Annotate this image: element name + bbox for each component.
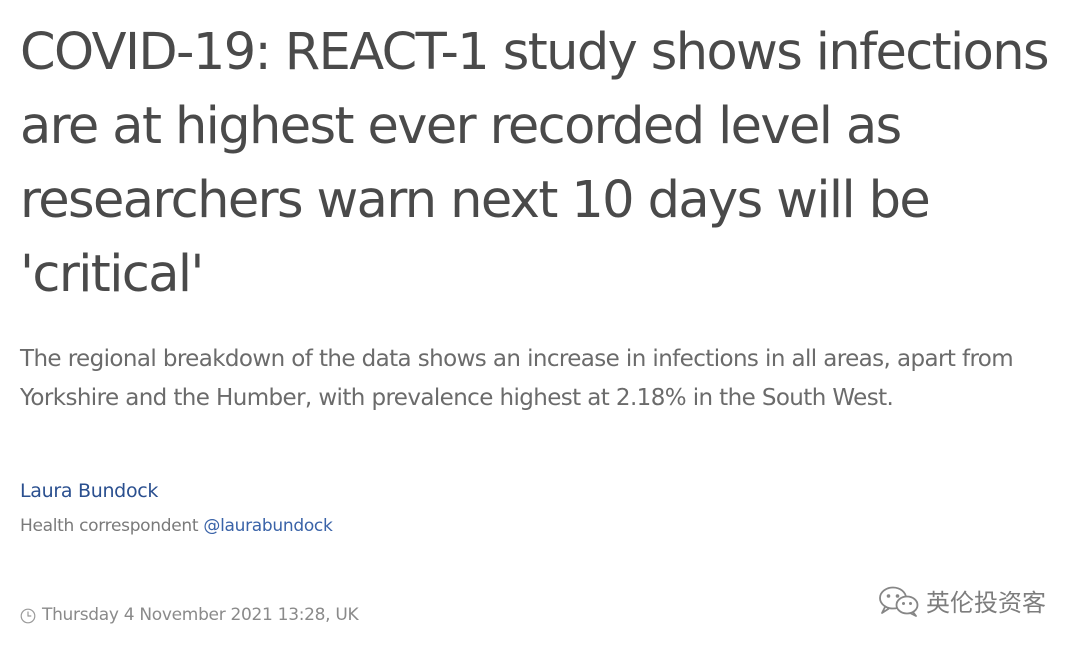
byline: Laura Bundock Health correspondent @laur… — [20, 478, 333, 537]
article-header: COVID-19: REACT-1 study shows infections… — [20, 16, 1065, 312]
author-role-line: Health correspondent @laurabundock — [20, 515, 333, 537]
wechat-icon — [876, 585, 922, 617]
author-role: Health correspondent — [20, 516, 199, 536]
publish-timestamp: Thursday 4 November 2021 13:28, UK — [20, 603, 359, 627]
watermark-text: 英伦投资客 — [926, 589, 1046, 617]
watermark: 英伦投资客 — [876, 583, 1046, 618]
author-handle-link[interactable]: @laurabundock — [203, 516, 333, 536]
timestamp-text: Thursday 4 November 2021 13:28, UK — [42, 605, 359, 625]
article-headline: COVID-19: REACT-1 study shows infections… — [20, 23, 1050, 304]
clock-icon — [20, 607, 36, 624]
article-standfirst: The regional breakdown of the data shows… — [20, 346, 1014, 411]
author-name-link[interactable]: Laura Bundock — [20, 480, 159, 502]
